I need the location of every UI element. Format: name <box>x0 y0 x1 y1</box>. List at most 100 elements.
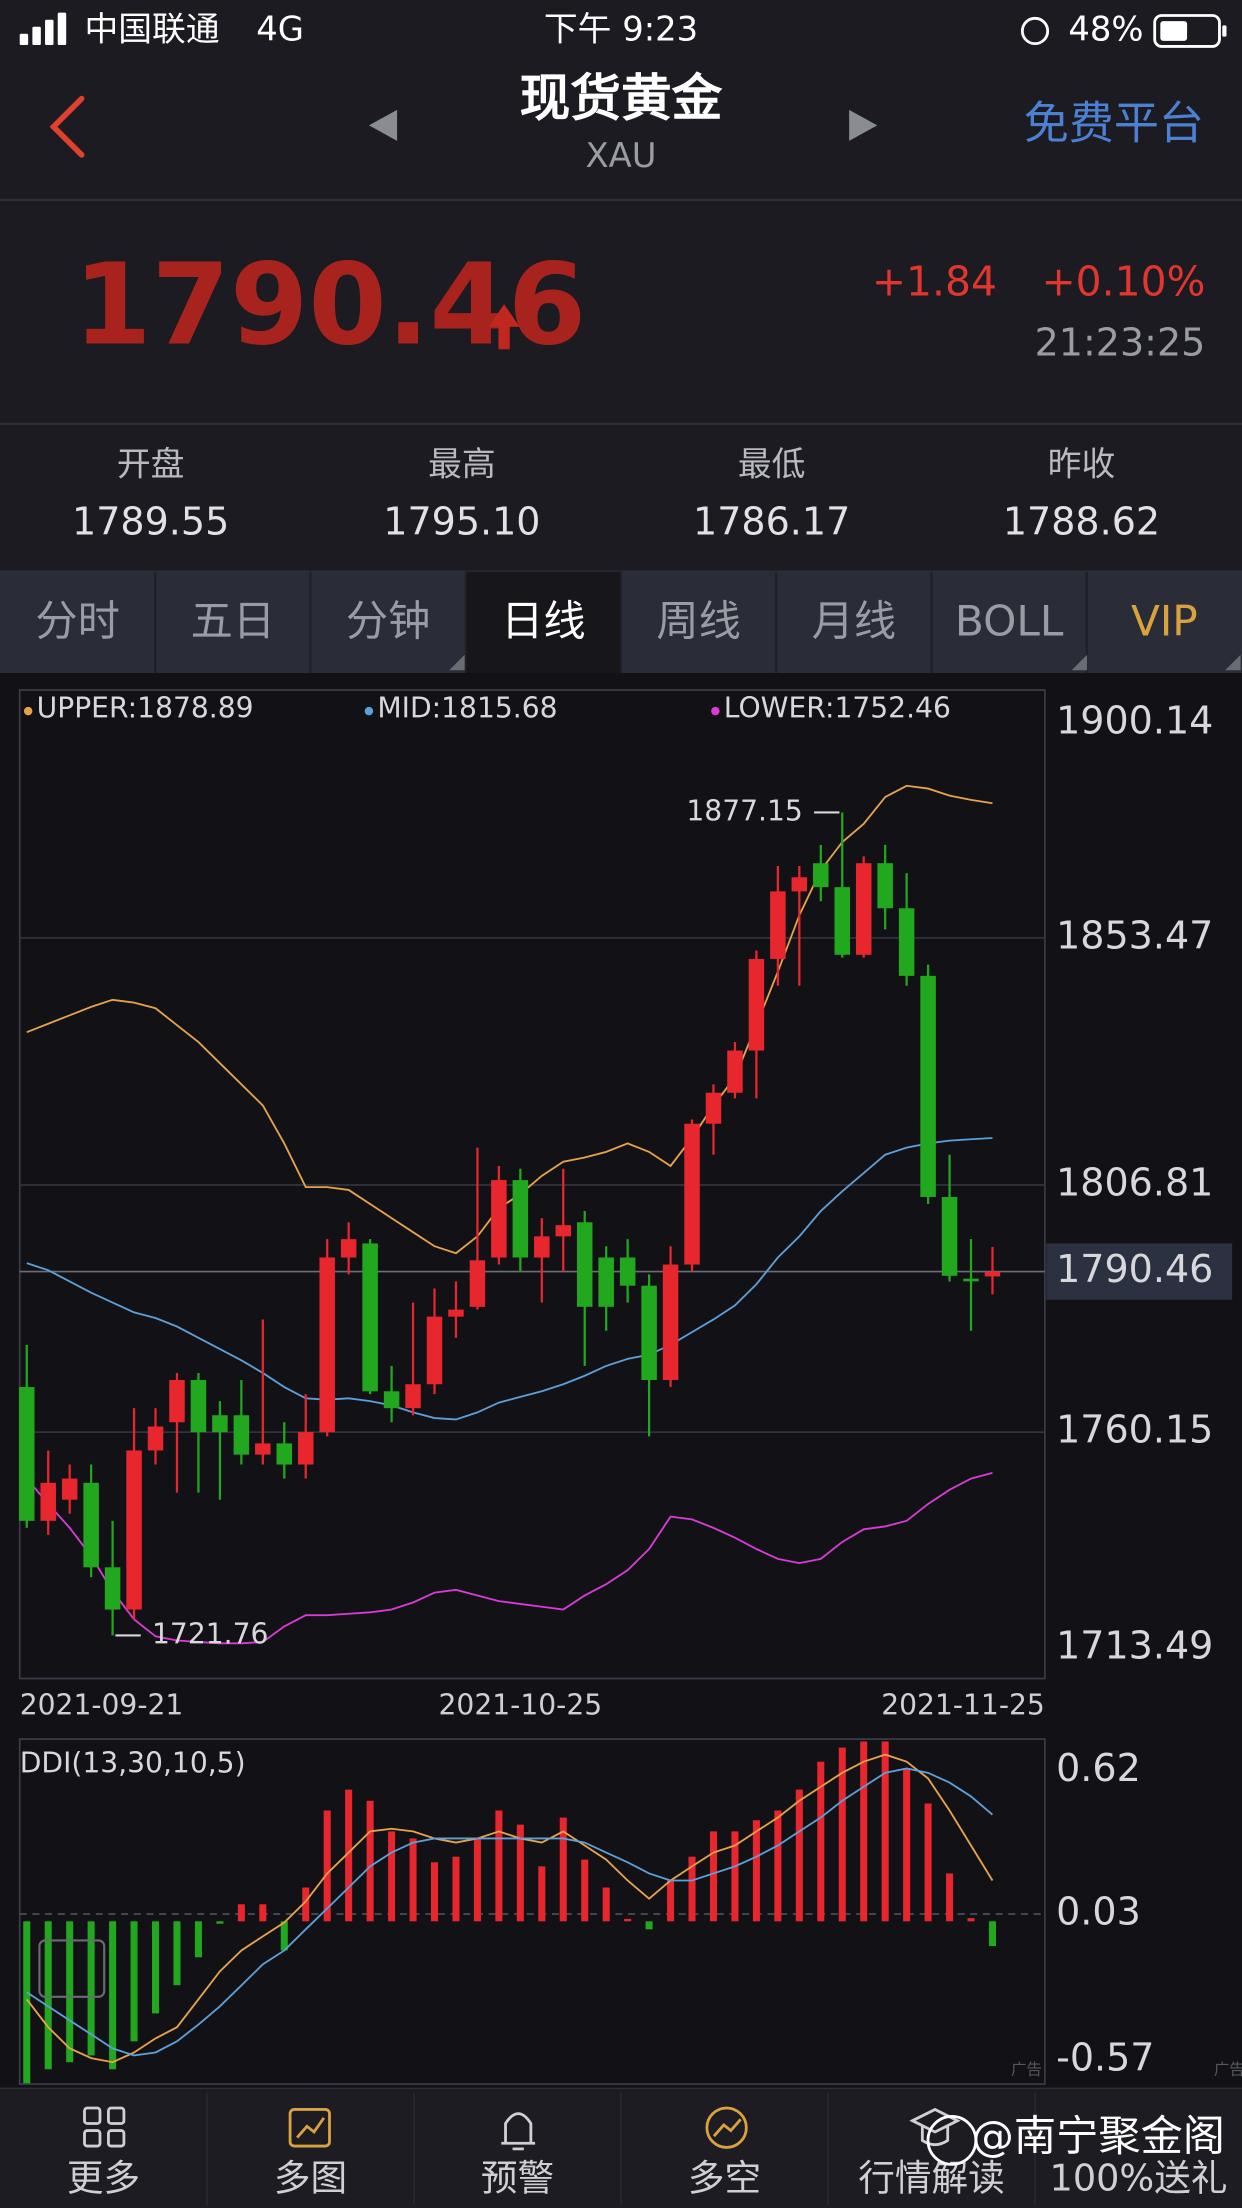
candle-body <box>641 1285 657 1381</box>
candle-body <box>898 908 915 976</box>
ddi-chart: DDI(13,30,10,5) 0.62 0.03 -0.57 <box>20 1741 1154 2084</box>
price-change: +1.84 <box>872 257 997 305</box>
prev-button[interactable] <box>368 109 398 141</box>
ddi-bar <box>388 1831 396 1922</box>
ddi-bar <box>323 1810 331 1922</box>
candle-body <box>534 1236 550 1258</box>
candle-body <box>190 1380 207 1433</box>
y-tick-label: 1760.15 <box>1056 1408 1213 1452</box>
candle-body <box>920 975 936 1197</box>
ddi-bar <box>151 1921 160 2014</box>
ddi-line <box>26 1767 994 2057</box>
x-tick-label: 2021-10-25 <box>439 1689 603 1722</box>
candle-body <box>963 1278 979 1282</box>
y-tick-label: 1713.49 <box>1056 1624 1213 1668</box>
legend-dot <box>711 706 720 716</box>
ddi-bar <box>109 1921 117 2070</box>
ddi-bar <box>946 1873 954 1922</box>
tab[interactable]: BOLL <box>955 596 1064 645</box>
tab[interactable]: 日线 <box>501 596 585 645</box>
tab[interactable]: 五日 <box>191 596 275 645</box>
ddi-bar <box>817 1761 825 1922</box>
x-tick-label: 2021-09-21 <box>20 1689 184 1722</box>
nav-label[interactable]: 多空 <box>688 2156 761 2199</box>
up-arrow <box>488 304 520 350</box>
ddi-bar <box>602 1887 610 1922</box>
candle-body <box>169 1380 185 1423</box>
top-background <box>0 0 1242 571</box>
back-button[interactable] <box>49 95 85 158</box>
nav-icons <box>83 2106 961 2151</box>
nav-label[interactable]: 行情解读 <box>858 2156 1004 2199</box>
candle-body <box>83 1482 99 1568</box>
ddi-bar <box>430 1862 439 1922</box>
candle-body <box>297 1432 314 1465</box>
price-change-percent: +0.10% <box>1041 257 1205 305</box>
ddi-bar <box>366 1800 374 1922</box>
candle-body <box>362 1243 378 1392</box>
page-title: 现货黄金 <box>520 68 723 127</box>
candle-body <box>770 891 786 959</box>
ddi-bar <box>345 1789 353 1922</box>
nav-label[interactable]: 预警 <box>481 2156 554 2199</box>
ddi-bar <box>903 1768 911 1922</box>
candle-body <box>662 1264 679 1381</box>
fullscreen-icon[interactable] <box>38 1939 106 1998</box>
candle-body <box>619 1257 636 1286</box>
nav-label[interactable]: 更多 <box>67 2156 140 2199</box>
candle-body <box>383 1391 400 1409</box>
last-price-tag <box>1046 1243 1233 1300</box>
tab[interactable]: 分时 <box>35 596 119 645</box>
ddi-bar <box>581 1859 589 1922</box>
tab[interactable]: 月线 <box>812 596 896 645</box>
ddi-bar <box>473 1838 481 1922</box>
tab[interactable]: 分钟 <box>346 596 430 645</box>
ddi-bar <box>259 1904 267 1922</box>
ddi-bar <box>860 1741 868 1922</box>
candle-body <box>748 958 765 1051</box>
y-tick-label: 0.62 <box>1056 1746 1141 1790</box>
stat-label: 最高 <box>428 445 496 484</box>
ddi-bar <box>881 1741 889 1922</box>
min-label: 1721.76 <box>152 1617 268 1650</box>
legend-label: UPPER:1878.89 <box>37 692 254 725</box>
candle-body <box>340 1239 357 1258</box>
ddi-bar <box>645 1921 653 1930</box>
ddi-bar <box>495 1810 503 1922</box>
legend-label: MID:1815.68 <box>377 692 557 725</box>
ad-label: 广告 <box>1214 2061 1242 2079</box>
main-chart: 1900.14 1853.47 1806.81 1760.15 1713.49 2021-… <box>19 692 1233 1722</box>
ddi-bar <box>237 1904 245 1922</box>
tab[interactable]: VIP <box>1131 596 1198 645</box>
tab[interactable]: 周线 <box>656 596 740 645</box>
ddi-bar <box>173 1921 181 1986</box>
boll-line <box>26 1137 993 1421</box>
platform-link[interactable]: 免费平台 <box>1024 97 1204 150</box>
next-button[interactable] <box>849 109 878 141</box>
ddi-bar <box>709 1831 718 1922</box>
nav-label[interactable]: 100%送礼 <box>1050 2156 1228 2199</box>
candle-body <box>255 1443 271 1455</box>
ddi-bar <box>87 1921 95 2056</box>
candle-body <box>61 1478 78 1500</box>
stat-label: 开盘 <box>117 445 185 484</box>
ddi-line <box>26 1753 994 2064</box>
nav-label[interactable]: 多图 <box>274 2156 347 2199</box>
candle-body <box>727 1050 743 1093</box>
legend-dot <box>23 706 33 716</box>
symbol: XAU <box>586 136 657 175</box>
boll-line <box>26 784 993 1255</box>
ddi-bar <box>280 1921 288 1951</box>
network: 4G <box>256 9 304 48</box>
candle-body <box>469 1260 486 1307</box>
max-label: 1877.15 <box>686 794 802 827</box>
candle-body <box>426 1316 443 1385</box>
y-tick-label: 1853.47 <box>1056 913 1213 957</box>
candle-body <box>19 1387 35 1521</box>
candle-body <box>984 1271 1001 1277</box>
ddi-bar <box>452 1856 460 1922</box>
candle-body <box>147 1426 164 1451</box>
active-tab <box>465 571 621 674</box>
y-tick-label: -0.57 <box>1056 2035 1154 2079</box>
y-tick-label: 1900.14 <box>1056 699 1213 743</box>
